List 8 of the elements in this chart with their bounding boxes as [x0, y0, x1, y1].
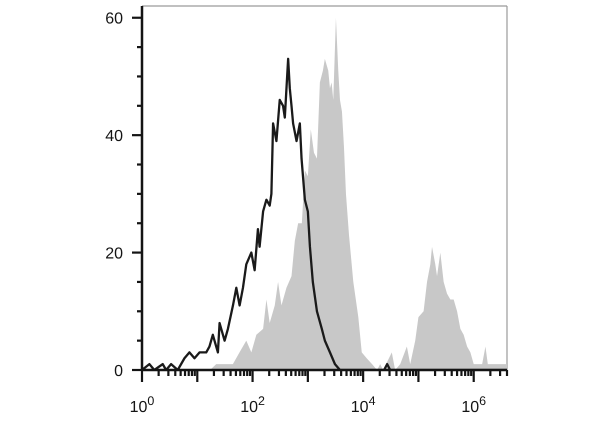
y-tick-label: 40	[105, 128, 124, 146]
x-tick-label: 10$^{0}$	[130, 394, 154, 416]
y-tick-label: 0	[114, 363, 124, 380]
x-tick-label: 10$^{6}$	[461, 394, 486, 416]
x-tick-label: 10$^{2}$	[240, 394, 265, 416]
y-tick-label: 60	[105, 10, 124, 28]
x-tick-label: 10$^{4}$	[350, 394, 376, 416]
y-tick-label: 20	[105, 246, 124, 263]
